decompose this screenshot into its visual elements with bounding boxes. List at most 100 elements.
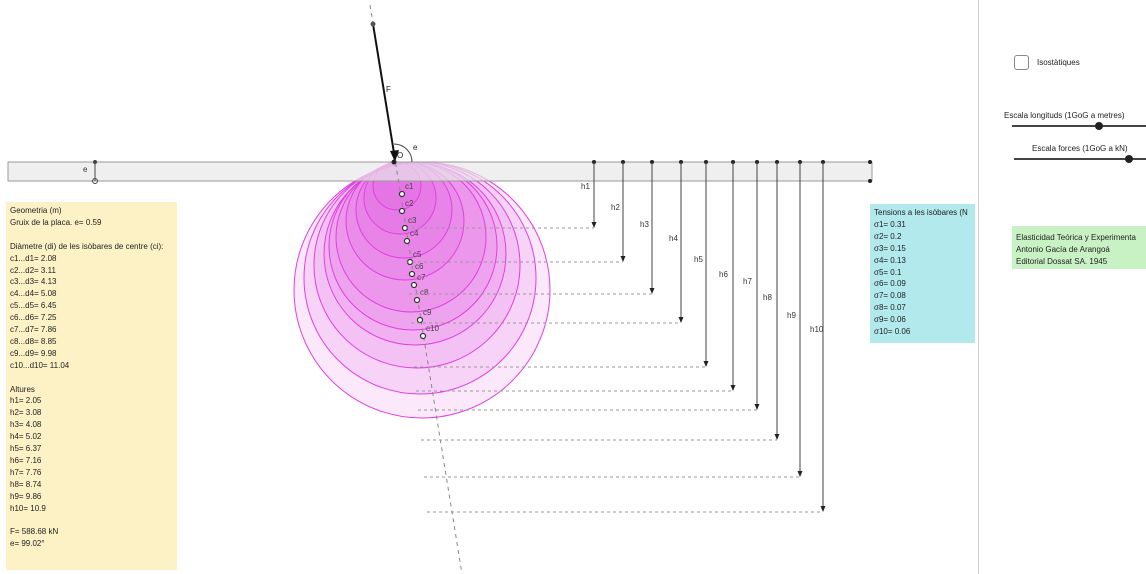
thickness-point-top[interactable] (93, 160, 97, 164)
origin-point[interactable] (391, 159, 397, 165)
tension-row: σ5= 0.1 (874, 267, 902, 277)
height-label-6: h6 (719, 270, 728, 279)
center-point-6[interactable] (408, 270, 416, 278)
center-point-8[interactable] (413, 296, 421, 304)
height-arrow-5 (703, 361, 709, 367)
diameter-row: c5...d5= 6.45 (10, 301, 57, 311)
tension-row: σ9= 0.06 (874, 315, 906, 325)
length-scale-slider[interactable] (1012, 125, 1146, 127)
isostatic-toggle[interactable]: Isostàtiques (1014, 55, 1080, 70)
center-point-9[interactable] (416, 316, 424, 324)
diameter-row: c10...d10= 11.04 (10, 360, 70, 370)
height-arrow-10 (820, 506, 826, 512)
height-label-2: h2 (611, 203, 620, 212)
angle-value-text: e= 99.02° (10, 539, 45, 549)
panel-divider (978, 0, 979, 574)
height-row: h10= 10.9 (10, 503, 46, 513)
height-label-9: h9 (787, 311, 796, 320)
length-scale-knob[interactable] (1095, 122, 1103, 130)
center-point-4[interactable] (403, 237, 411, 245)
height-row: h2= 3.08 (10, 408, 42, 418)
height-row: h7= 7.76 (10, 467, 42, 477)
geometry-title: Geometria (m) (10, 206, 62, 215)
diameters-title: Diàmetre (di) de les isòbares de centre … (10, 241, 164, 251)
thickness-label: e (83, 165, 88, 174)
diameter-row: c9...d9= 9.98 (10, 348, 57, 358)
diameter-row: c1...d1= 2.08 (10, 253, 57, 263)
height-label-5: h5 (694, 255, 703, 264)
center-label-2: c2 (405, 199, 414, 208)
height-arrow-8 (774, 434, 780, 440)
height-label-10: h10 (810, 325, 824, 334)
isostatic-checkbox-label: Isostàtiques (1037, 58, 1080, 67)
reference-line-3: Editorial Dossat SA. 1945 (1016, 256, 1108, 266)
reference-line-1: Elasticidad Teórica y Experimenta (1016, 233, 1136, 242)
height-row: h4= 5.02 (10, 432, 42, 442)
height-arrow-1 (591, 222, 597, 228)
height-row: h3= 4.08 (10, 420, 42, 430)
height-arrow-3 (649, 288, 655, 294)
center-label-10: c10 (426, 324, 439, 333)
height-row: h1= 2.05 (10, 396, 42, 406)
force-scale-slider[interactable] (1014, 158, 1146, 160)
center-point-7[interactable] (410, 281, 418, 289)
force-arrowhead (390, 150, 399, 162)
center-points: c1 c2 c3 c4 c5 c6 c7 c8 c9 c10 (398, 182, 439, 340)
height-arrow-4 (678, 317, 684, 323)
diameter-row: c2...d2= 3.11 (10, 265, 56, 275)
force-tail-point[interactable] (370, 21, 376, 27)
center-label-6: c6 (415, 262, 424, 271)
height-row: h6= 7.16 (10, 456, 42, 465)
force-vector (372, 23, 395, 154)
force-scale-label: Escala forces (1GoG a kN) (1032, 144, 1128, 153)
diameter-row: c3...d3= 4.13 (10, 277, 57, 287)
height-arrow-2 (620, 256, 626, 262)
tension-row: σ8= 0.07 (874, 303, 906, 313)
tension-row: σ3= 0.15 (874, 243, 906, 253)
center-point-10[interactable] (419, 332, 427, 340)
center-point-2[interactable] (398, 207, 406, 215)
geometry-canvas[interactable]: e F O e c1 c2 c3 c4 c5 c6 c7 c8 c9 c10 h1 h2 h3 h4 h5… (0, 0, 978, 574)
tension-row: σ6= 0.09 (874, 279, 906, 289)
tension-row: σ2= 0.2 (874, 231, 902, 241)
origin-label: O (397, 151, 403, 160)
diameter-row: c7...d7= 7.86 (10, 325, 57, 335)
control-panel (979, 0, 1146, 574)
height-row: h9= 9.86 (10, 491, 42, 501)
reference-info-box: Elasticidad Teórica y Experimenta Antoni… (1012, 226, 1146, 269)
center-point-1[interactable] (398, 190, 406, 198)
center-label-9: c9 (423, 308, 432, 317)
tension-row: σ4= 0.13 (874, 255, 906, 265)
thickness-point-bottom[interactable] (92, 178, 98, 184)
tensions-info-box: Tensions a les isòbares (N σ1= 0.31 σ2= … (870, 204, 975, 343)
tension-row: σ7= 0.08 (874, 291, 906, 301)
height-label-7: h7 (743, 277, 752, 286)
diameter-row: c6...d6= 7.25 (10, 313, 57, 323)
length-scale-label: Escala longituds (1GoG a metres) (1004, 111, 1125, 120)
plate-thickness-text: Gruix de la placa. e= 0.59 (10, 217, 102, 227)
height-arrow-6 (730, 385, 736, 391)
center-label-3: c3 (408, 216, 417, 225)
tensions-title: Tensions a les isòbares (N (874, 208, 968, 217)
center-label-4: c4 (410, 229, 419, 238)
force-scale-knob[interactable] (1125, 155, 1133, 163)
height-arrow-7 (754, 404, 760, 410)
height-label-1: h1 (581, 182, 590, 191)
plate-end-point[interactable] (868, 160, 872, 164)
force-label: F (386, 85, 391, 94)
angle-arc (393, 143, 413, 163)
height-row: h5= 6.37 (10, 444, 42, 454)
center-label-8: c8 (420, 288, 429, 297)
plate-end-point-bottom[interactable] (868, 179, 872, 183)
center-label-1: c1 (405, 182, 414, 191)
height-arrow-9 (797, 471, 803, 477)
height-label-8: h8 (763, 293, 772, 302)
force-value-text: F= 588.68 kN (10, 527, 59, 537)
angle-label: e (413, 143, 418, 152)
center-label-7: c7 (417, 273, 426, 282)
geometry-info-box: Geometria (m) Gruix de la placa. e= 0.59… (6, 202, 177, 570)
height-label-3: h3 (640, 220, 649, 229)
tension-row: σ10= 0.06 (874, 327, 911, 337)
isostatic-checkbox[interactable] (1014, 55, 1029, 70)
diameter-row: c4...d4= 5.08 (10, 289, 57, 299)
